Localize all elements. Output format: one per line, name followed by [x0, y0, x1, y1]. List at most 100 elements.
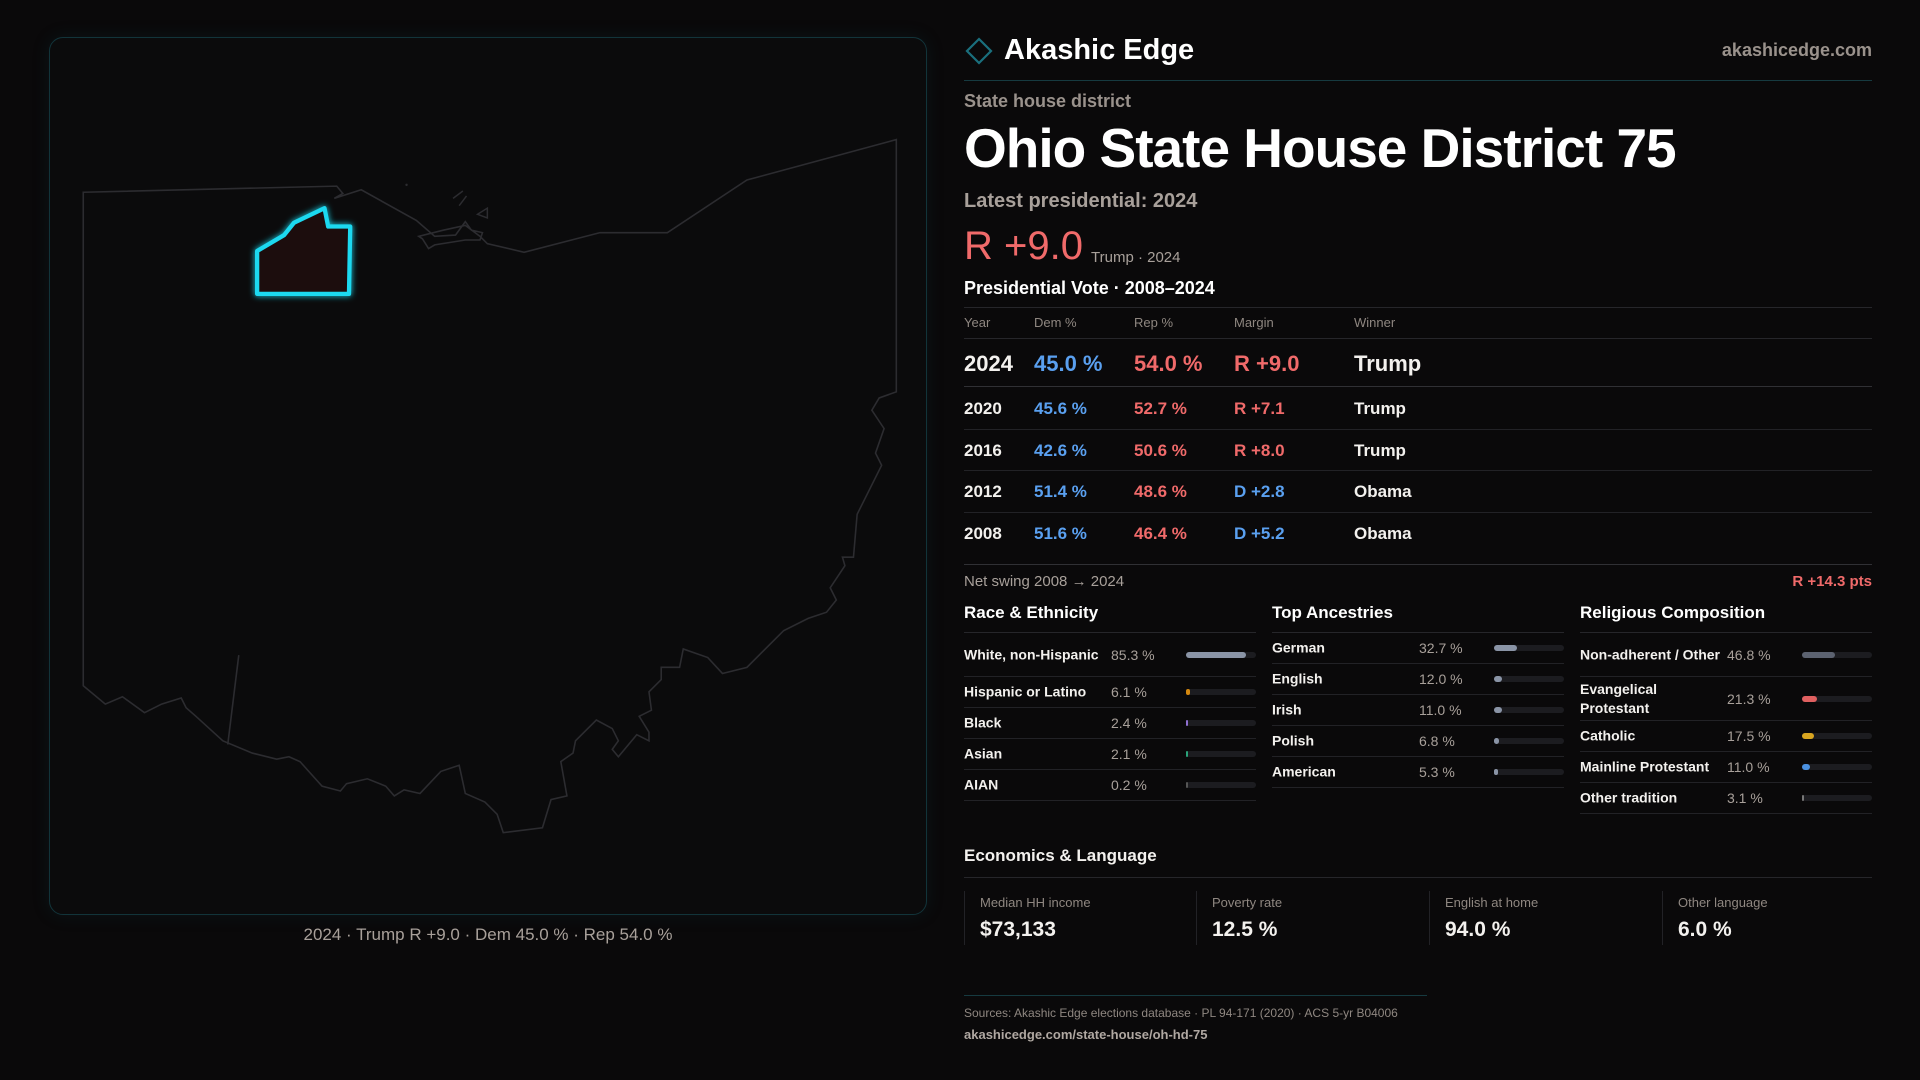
brand-name: Akashic Edge	[1004, 34, 1195, 66]
page-title: Ohio State House District 75	[964, 117, 1677, 179]
bar-track	[1494, 645, 1564, 651]
col-rep: Rep %	[1134, 315, 1174, 330]
cell-year: 2012	[964, 482, 1002, 502]
bar-fill	[1494, 645, 1517, 651]
margin-value: R +9.0	[964, 224, 1083, 268]
bar-fill	[1802, 733, 1815, 739]
page-url-link[interactable]: akashicedge.com/state-house/oh-hd-75	[964, 1027, 1208, 1042]
cell-winner: Trump	[1354, 440, 1406, 460]
cell-dem: 45.6 %	[1034, 399, 1087, 419]
item-value: 17.5 %	[1727, 728, 1771, 744]
cell-winner: Trump	[1354, 399, 1406, 419]
bar-fill	[1494, 707, 1502, 713]
divider	[964, 564, 1872, 565]
cell-dem: 45.0 %	[1034, 350, 1103, 376]
stat-label: English at home	[1445, 895, 1539, 910]
econ-english-home: English at home 94.0 %	[1429, 891, 1662, 945]
item-label: Catholic	[1580, 727, 1636, 744]
item-label: Hispanic or Latino	[964, 683, 1087, 700]
item-value: 3.1 %	[1727, 790, 1763, 806]
ancestry-title: Top Ancestries	[1272, 603, 1393, 622]
ancestry-item: German 32.7 %	[1272, 633, 1564, 664]
econ-other-language: Other language 6.0 %	[1662, 891, 1895, 945]
col-winner: Winner	[1354, 315, 1396, 330]
bar-track	[1186, 651, 1256, 658]
latest-presidential: Latest presidential: 2024	[964, 190, 1198, 212]
economics-title: Economics & Language	[964, 846, 1157, 865]
divider	[964, 877, 1872, 878]
col-dem: Dem %	[1034, 315, 1077, 330]
net-swing-label: Net swing 2008 → 2024	[964, 573, 1125, 590]
item-label: Non-adherent / Other	[1580, 646, 1721, 662]
cell-rep: 54.0 %	[1134, 350, 1203, 376]
stat-label: Poverty rate	[1212, 895, 1283, 910]
col-margin: Margin	[1234, 315, 1274, 330]
item-value: 11.0 %	[1419, 702, 1462, 718]
item-value: 12.0 %	[1419, 671, 1463, 687]
diamond-icon	[965, 36, 993, 65]
bar-fill	[1802, 695, 1817, 702]
vote-row-2016: 2016 42.6 % 50.6 % R +8.0 Trump	[964, 430, 1872, 471]
cell-winner: Obama	[1354, 524, 1412, 544]
site-link[interactable]: akashicedge.com	[1721, 40, 1872, 60]
bar-fill	[1802, 764, 1810, 770]
bar-fill	[1186, 689, 1191, 695]
religion-list: Non-adherent / Other 46.8 % Evangelical Pr…	[1580, 632, 1872, 814]
bar-fill	[1494, 676, 1503, 682]
cell-margin: D +5.2	[1234, 524, 1285, 544]
item-label: AIAN	[964, 776, 999, 793]
item-value: 2.1 %	[1111, 746, 1147, 762]
cell-dem: 51.6 %	[1034, 524, 1087, 544]
cell-margin: R +8.0	[1234, 440, 1285, 460]
cell-rep: 52.7 %	[1134, 399, 1187, 419]
cell-margin: D +2.8	[1234, 482, 1285, 502]
item-label: White, non-Hispanic	[964, 646, 1099, 662]
cell-dem: 51.4 %	[1034, 482, 1087, 502]
ancestry-item: American 5.3 %	[1272, 757, 1564, 788]
footer-divider	[964, 995, 1427, 996]
religion-item: Non-adherent / Other 46.8 %	[1580, 633, 1872, 677]
econ-poverty-rate: Poverty rate 12.5 %	[1196, 891, 1429, 945]
race-item: Asian 2.1 %	[964, 739, 1256, 770]
item-value: 32.7 %	[1419, 640, 1463, 656]
cell-winner: Trump	[1354, 350, 1422, 376]
ancestry-list: German 32.7 % English 12.0 % Irish 11.0 % Poli…	[1272, 632, 1564, 788]
cell-winner: Obama	[1354, 482, 1412, 502]
bar-track	[1186, 782, 1256, 788]
stat-value: 12.5 %	[1212, 918, 1278, 941]
stat-label: Other language	[1678, 895, 1768, 910]
cell-rep: 46.4 %	[1134, 524, 1187, 544]
bar-fill	[1186, 651, 1246, 658]
vote-row-2008: 2008 51.6 % 46.4 % D +5.2 Obama	[964, 513, 1872, 555]
item-label: Asian	[964, 745, 1003, 762]
stat-value: $73,133	[980, 918, 1056, 941]
religion-item: Catholic 17.5 %	[1580, 721, 1872, 752]
ancestry-item: Polish 6.8 %	[1272, 726, 1564, 757]
cell-dem: 42.6 %	[1034, 440, 1087, 460]
item-label: Other tradition	[1580, 789, 1678, 806]
item-value: 6.1 %	[1111, 684, 1147, 700]
stat-label: Median HH income	[980, 895, 1091, 910]
race-list: White, non-Hispanic 85.3 % Hispanic or Lat…	[964, 632, 1256, 801]
details-panel: Akashic Edge akashicedge.com State house…	[964, 0, 1872, 1080]
vote-table-title: Presidential Vote · 2008–2024	[964, 278, 1215, 298]
map-panel	[49, 37, 927, 915]
bar-track	[1186, 720, 1256, 726]
header-divider	[964, 80, 1872, 81]
brand[interactable]: Akashic Edge	[964, 34, 1194, 67]
bar-fill	[1802, 795, 1805, 801]
race-item: AIAN 0.2 %	[964, 770, 1256, 801]
item-label: American	[1272, 763, 1336, 780]
vote-row-2024: 2024 45.0 % 54.0 % R +9.0 Trump	[964, 340, 1872, 387]
bar-fill	[1494, 769, 1498, 775]
item-value: 11.0 %	[1727, 759, 1770, 775]
race-item: Hispanic or Latino 6.1 %	[964, 677, 1256, 708]
race-item: White, non-Hispanic 85.3 %	[964, 633, 1256, 677]
bar-track	[1802, 695, 1872, 702]
bar-track	[1186, 751, 1256, 757]
vote-row-2020: 2020 45.6 % 52.7 % R +7.1 Trump	[964, 388, 1872, 430]
cell-year: 2016	[964, 440, 1002, 460]
item-label: Polish	[1272, 732, 1315, 749]
ancestry-item: English 12.0 %	[1272, 664, 1564, 695]
bar-track	[1802, 795, 1872, 801]
